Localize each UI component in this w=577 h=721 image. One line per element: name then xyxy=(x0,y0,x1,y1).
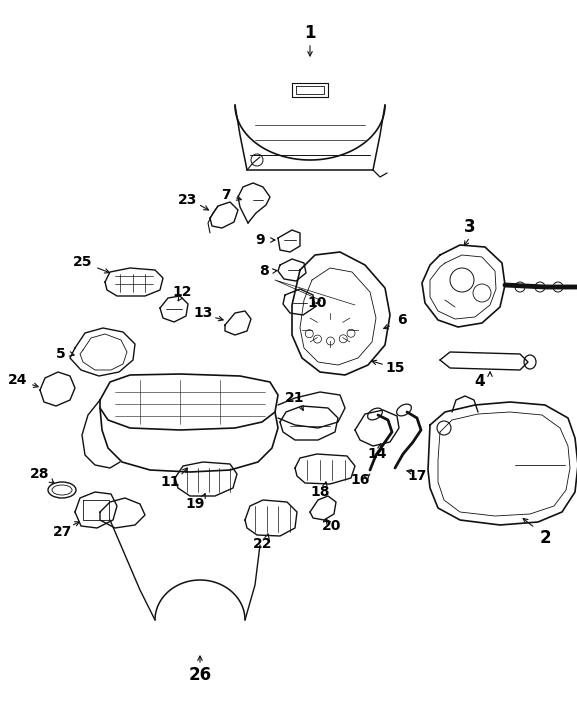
Text: 20: 20 xyxy=(323,519,342,533)
Text: 11: 11 xyxy=(160,475,180,489)
Text: 24: 24 xyxy=(8,373,28,387)
Text: 5: 5 xyxy=(56,347,66,361)
Text: 18: 18 xyxy=(310,485,329,499)
Text: 13: 13 xyxy=(193,306,213,320)
Text: 3: 3 xyxy=(464,218,476,236)
Text: 4: 4 xyxy=(475,374,485,389)
Text: 7: 7 xyxy=(221,188,231,202)
Text: 27: 27 xyxy=(53,525,73,539)
Text: 25: 25 xyxy=(73,255,93,269)
Text: 21: 21 xyxy=(285,391,305,405)
Text: 17: 17 xyxy=(407,469,426,483)
Text: 1: 1 xyxy=(304,24,316,42)
Text: 19: 19 xyxy=(185,497,205,511)
Text: 26: 26 xyxy=(189,666,212,684)
Text: 6: 6 xyxy=(397,313,407,327)
Text: 15: 15 xyxy=(385,361,404,375)
Text: 16: 16 xyxy=(350,473,370,487)
Text: 9: 9 xyxy=(255,233,265,247)
Text: 2: 2 xyxy=(539,529,551,547)
Text: 22: 22 xyxy=(253,537,273,551)
Text: 10: 10 xyxy=(308,296,327,310)
Text: 23: 23 xyxy=(178,193,198,207)
Text: 12: 12 xyxy=(173,285,192,299)
Text: 28: 28 xyxy=(30,467,50,481)
Text: 14: 14 xyxy=(367,447,387,461)
Text: 8: 8 xyxy=(259,264,269,278)
